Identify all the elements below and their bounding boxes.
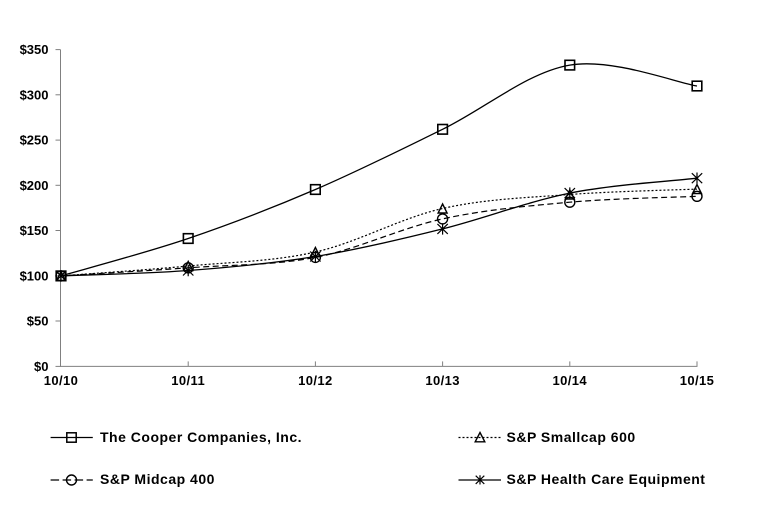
svg-text:10/11: 10/11 <box>171 373 205 388</box>
svg-text:$150: $150 <box>20 223 49 238</box>
svg-text:$200: $200 <box>20 178 49 193</box>
svg-text:$250: $250 <box>20 133 49 148</box>
svg-text:$100: $100 <box>20 268 49 283</box>
svg-text:The Cooper Companies, Inc.: The Cooper Companies, Inc. <box>100 429 302 445</box>
svg-text:10/10: 10/10 <box>44 373 79 388</box>
svg-text:S&P Health Care Equipment: S&P Health Care Equipment <box>507 471 706 487</box>
svg-text:10/13: 10/13 <box>425 373 460 388</box>
svg-text:$300: $300 <box>20 87 49 102</box>
svg-text:S&P Smallcap 600: S&P Smallcap 600 <box>507 429 636 445</box>
svg-text:10/12: 10/12 <box>298 373 333 388</box>
svg-text:$350: $350 <box>20 42 49 57</box>
svg-text:$50: $50 <box>27 314 49 329</box>
svg-text:10/15: 10/15 <box>680 373 715 388</box>
svg-text:$0: $0 <box>34 359 48 374</box>
svg-text:10/14: 10/14 <box>553 373 588 388</box>
svg-text:S&P Midcap 400: S&P Midcap 400 <box>100 471 215 487</box>
